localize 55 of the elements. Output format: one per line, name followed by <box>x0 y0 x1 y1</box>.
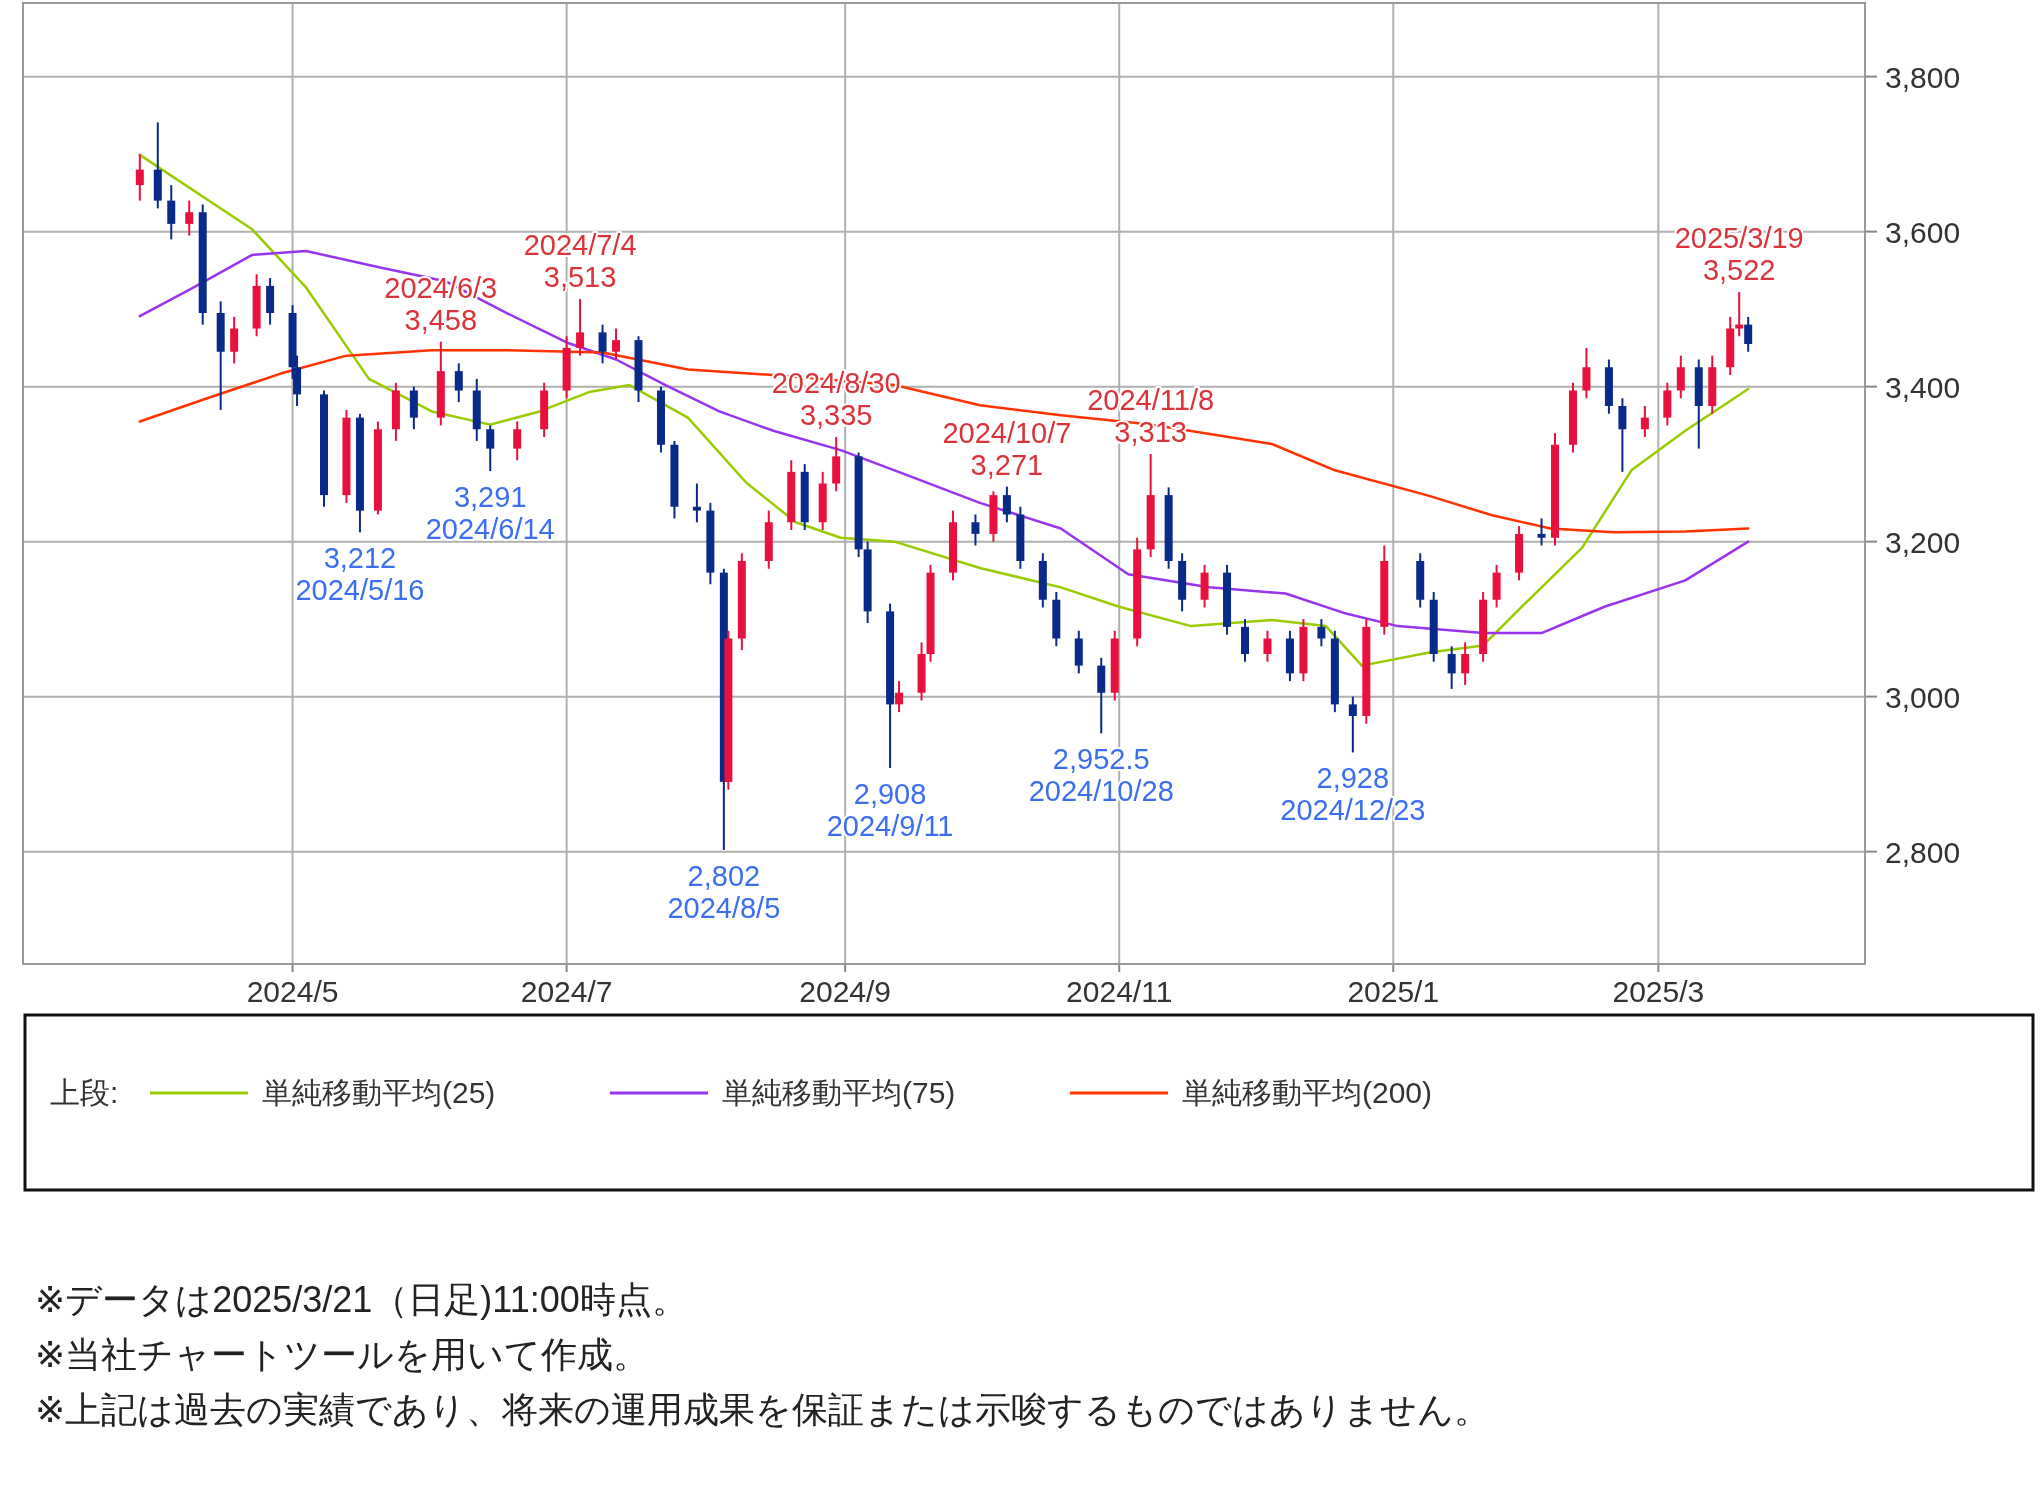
candlestick <box>612 327 621 361</box>
x-tick-label: 2024/9 <box>799 975 892 1008</box>
y-tick-label: 2,800 <box>1885 835 1961 869</box>
candlestick <box>135 153 144 202</box>
y-tick-label: 3,200 <box>1885 525 1961 559</box>
candlestick <box>1461 641 1470 686</box>
candlestick <box>230 315 239 365</box>
annotation: 2,952.5 2024/10/28 <box>1028 743 1174 808</box>
candlestick <box>1348 695 1357 754</box>
text: ※上記は過去の実績であり、将来の運用成果を保証または示唆するものではありません。 <box>35 1389 1491 1430</box>
candlestick <box>1447 645 1456 690</box>
candlestick <box>513 420 522 462</box>
annotation: 2024/7/4 3,513 <box>523 229 637 294</box>
candlestick <box>1618 397 1627 473</box>
annotation: 2,908 2024/9/11 <box>826 777 954 842</box>
candlestick <box>454 362 463 404</box>
candlestick <box>895 680 904 714</box>
candlestick <box>1537 517 1546 547</box>
annotation: 3,212 2024/5/16 <box>295 542 425 607</box>
candlestick <box>1735 291 1744 338</box>
candlestick <box>1582 346 1591 400</box>
legend-label: 単純移動平均(25) <box>262 1076 496 1109</box>
x-tick-label: 2024/7 <box>520 975 613 1008</box>
candlestick <box>692 482 701 524</box>
annotation: 2024/11/8 3,313 <box>1087 384 1215 449</box>
candlestick <box>1002 485 1011 524</box>
annotation: 2,802 2024/8/5 <box>667 860 781 925</box>
candlestick <box>486 424 495 473</box>
annotation: 2,928 2024/12/23 <box>1280 762 1426 827</box>
text: ※当社チャートツールを用いて作成。 <box>35 1334 650 1375</box>
legend-label: 単純移動平均(75) <box>722 1076 956 1109</box>
x-tick-label: 2025/1 <box>1347 975 1440 1008</box>
candlestick <box>598 323 607 365</box>
candlestick <box>185 199 194 237</box>
annotation: 2024/10/7 3,271 <box>942 416 1072 481</box>
candlestick <box>576 298 585 357</box>
candlestick <box>1263 629 1272 663</box>
text: ※データは2025/3/21（日足)11:00時点。 <box>35 1279 688 1320</box>
annotation: 3,291 2024/6/14 <box>425 481 555 546</box>
annotation: 2025/3/19 3,522 <box>1674 222 1804 287</box>
x-tick-label: 2024/5 <box>246 975 339 1008</box>
y-tick-label: 3,800 <box>1885 60 1961 94</box>
candlestick <box>1744 315 1753 353</box>
x-tick-label: 2025/3 <box>1612 975 1705 1008</box>
candlestick <box>167 184 176 241</box>
candlestick <box>1640 405 1649 438</box>
candlestick <box>1317 618 1326 648</box>
legend-title: 上段: <box>50 1076 119 1109</box>
candlestick <box>971 513 980 547</box>
y-tick-label: 3,600 <box>1885 215 1961 249</box>
x-tick-label: 2024/11 <box>1066 975 1173 1008</box>
legend-label: 単純移動平均(200) <box>1182 1076 1433 1109</box>
candlestick <box>1676 354 1685 400</box>
y-tick-label: 3,000 <box>1885 680 1961 714</box>
y-tick-label: 3,400 <box>1885 370 1961 404</box>
